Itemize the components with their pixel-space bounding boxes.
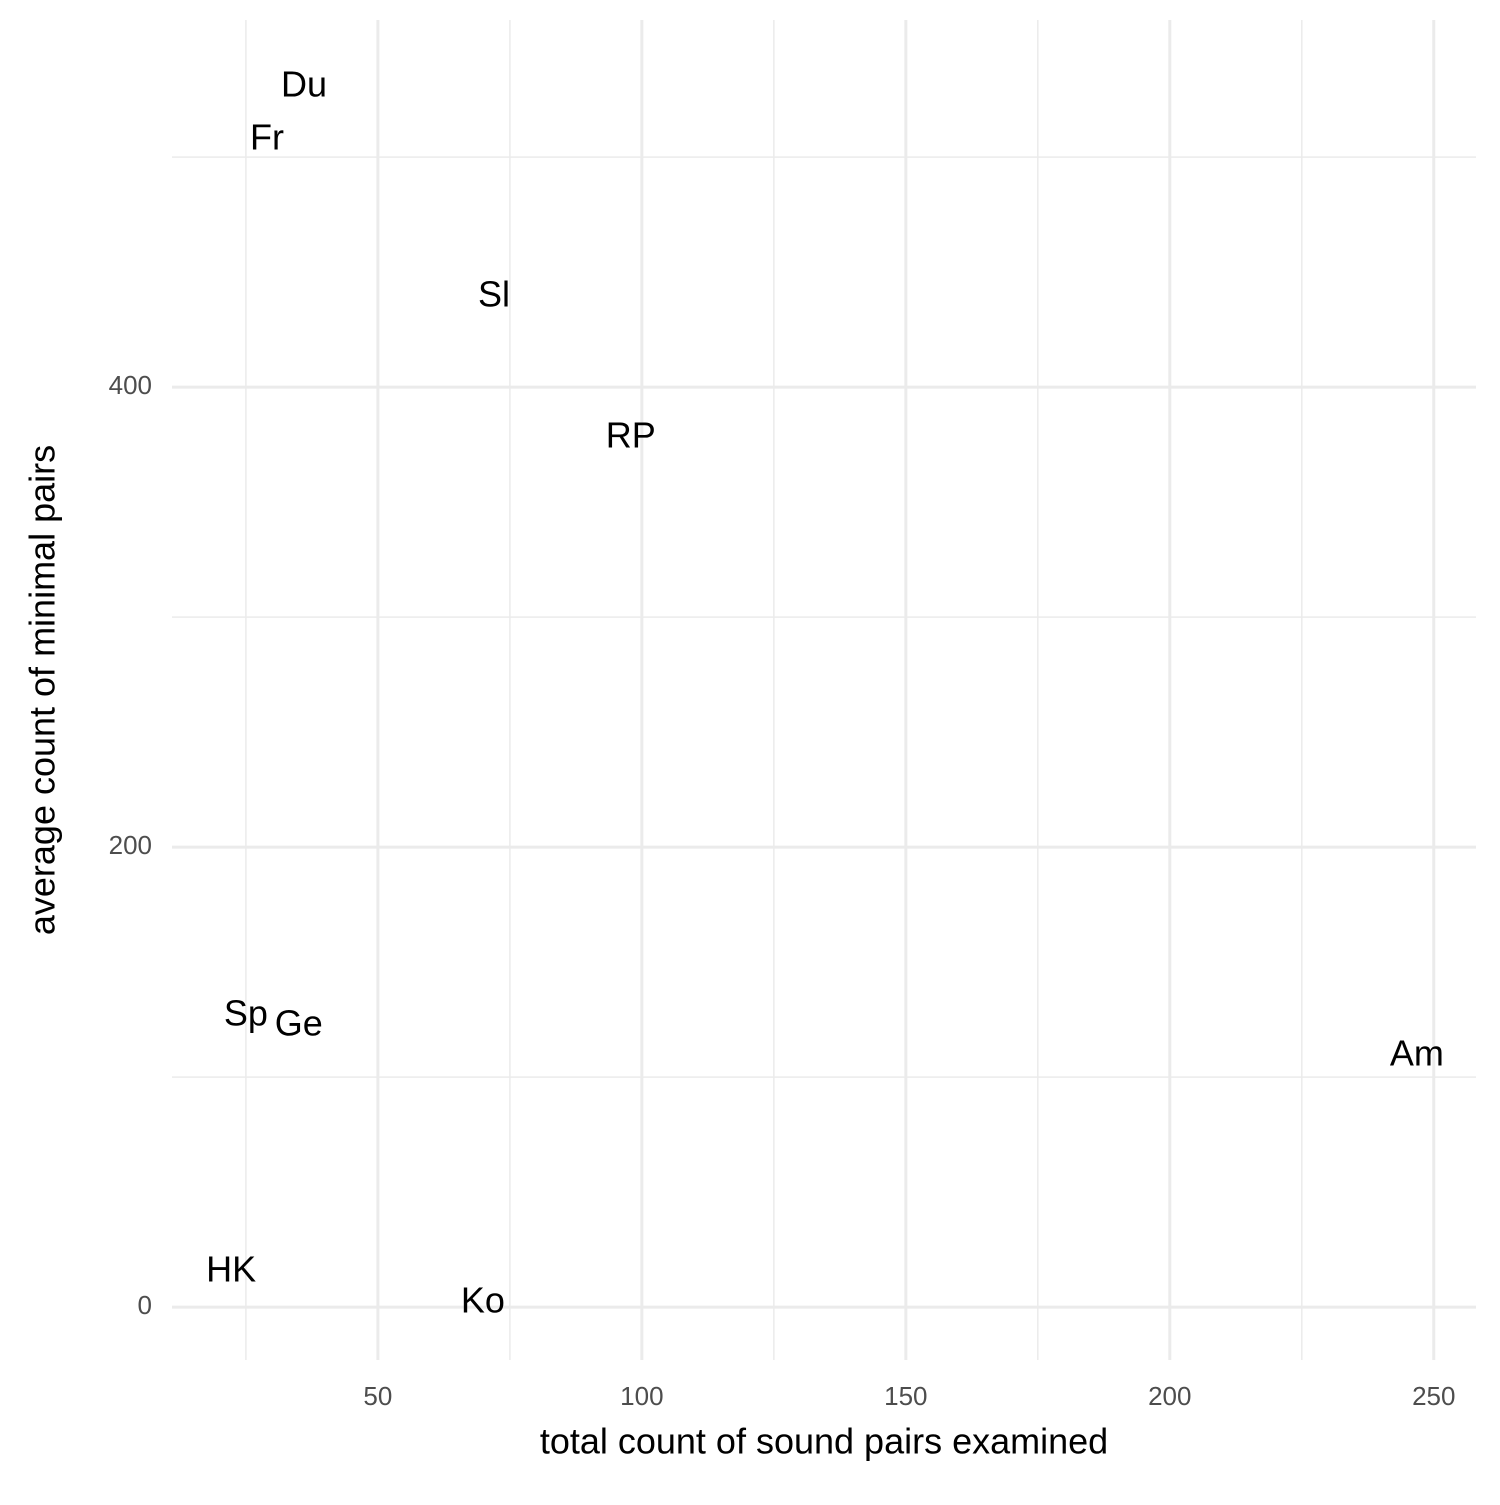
point-label: Ko (461, 1280, 505, 1321)
x-tick-label: 100 (620, 1381, 663, 1411)
point-label: Ge (275, 1003, 323, 1044)
point-label: HK (206, 1249, 256, 1290)
point-label: Sl (478, 274, 510, 315)
y-tick-label: 200 (109, 830, 152, 860)
y-tick-label: 0 (138, 1290, 152, 1320)
x-tick-label: 150 (884, 1381, 927, 1411)
point-label: Fr (250, 117, 284, 158)
x-tick-label: 50 (363, 1381, 392, 1411)
x-tick-label: 250 (1412, 1381, 1455, 1411)
y-axis-title: average count of minimal pairs (22, 445, 63, 935)
y-tick-label: 400 (109, 370, 152, 400)
x-tick-label: 200 (1148, 1381, 1191, 1411)
x-axis-title: total count of sound pairs examined (540, 1421, 1108, 1462)
point-label: RP (606, 415, 656, 456)
grid (172, 20, 1476, 1360)
point-label: Am (1390, 1033, 1444, 1074)
point-label: Du (281, 64, 327, 105)
point-label: Sp (224, 993, 268, 1034)
